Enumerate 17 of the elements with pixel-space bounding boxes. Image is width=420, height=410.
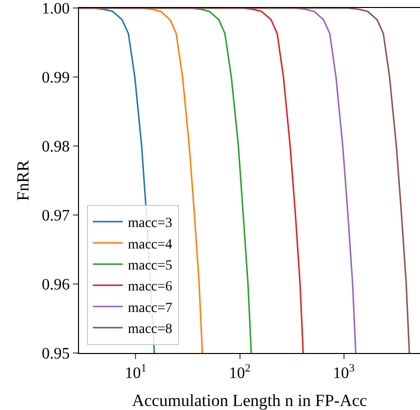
y-tick-label: 0.95: [42, 346, 70, 363]
legend-label: macc=6: [128, 280, 172, 295]
y-tick-label: 0.96: [42, 276, 70, 294]
legend-label: macc=3: [128, 216, 172, 232]
legend-label: macc=4: [128, 237, 172, 252]
y-tick-label: 1.00: [42, 0, 70, 18]
legend-label: macc=7: [128, 300, 172, 316]
legend-label: macc=5: [128, 258, 172, 274]
y-tick-label: 0.97: [42, 208, 70, 225]
legend-label: macc=8: [128, 322, 172, 338]
y-axis-title: FnRR: [13, 160, 32, 201]
x-tick-label: 10$^{2}$: [228, 362, 251, 382]
x-tick-label: 10$^{1}$: [124, 362, 147, 382]
y-tick-label: 0.98: [42, 138, 70, 156]
x-tick-label: 10$^{3}$: [333, 362, 356, 382]
y-tick-label: 0.99: [42, 70, 70, 87]
x-axis-title: Accumulation Length n in FP-Acc: [132, 391, 368, 410]
